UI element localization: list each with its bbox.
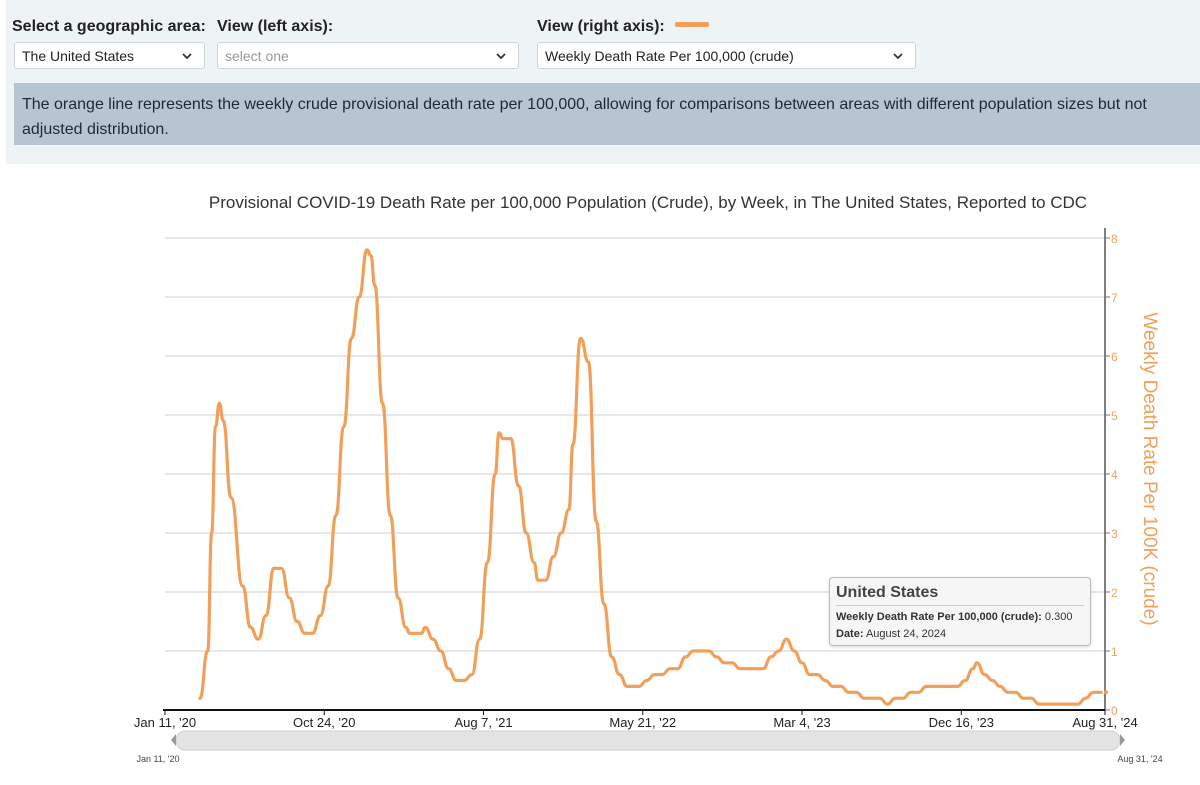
left-axis-select[interactable]: select one — [217, 42, 519, 69]
chevron-down-icon — [892, 43, 904, 79]
geo-area-value: The United States — [22, 48, 135, 64]
tooltip: United States Weekly Death Rate Per 100,… — [829, 577, 1091, 646]
y-tick-label: 8 — [1111, 232, 1118, 246]
slider-start-label: Jan 11, '20 — [136, 754, 179, 764]
y-tick-label: 1 — [1111, 645, 1118, 659]
tooltip-date-row: Date: August 24, 2024 — [836, 628, 1084, 640]
series-line-death-rate — [198, 248, 1103, 706]
right-axis-label: View (right axis): — [537, 18, 709, 36]
y-tick-label: 6 — [1111, 350, 1118, 364]
geo-area-select[interactable]: The United States — [14, 42, 205, 69]
x-tick-label: Aug 31, '24 — [1072, 715, 1137, 730]
slider-handle-right[interactable] — [1120, 734, 1125, 746]
tooltip-metric-value: 0.300 — [1044, 611, 1073, 623]
x-tick-label: May 21, '22 — [609, 715, 676, 730]
left-axis-placeholder: select one — [225, 48, 289, 64]
tooltip-metric-label: Weekly Death Rate Per 100,000 (crude): — [836, 611, 1042, 623]
x-tick-label: Dec 16, '23 — [929, 715, 994, 730]
geo-area-label: Select a geographic area: — [12, 18, 206, 35]
tooltip-metric-row: Weekly Death Rate Per 100,000 (crude): 0… — [836, 611, 1084, 623]
tooltip-date-value: August 24, 2024 — [865, 628, 947, 640]
x-tick-label: Oct 24, '20 — [293, 715, 355, 730]
tooltip-date-label: Date: — [836, 628, 864, 640]
right-axis-select[interactable]: Weekly Death Rate Per 100,000 (crude) — [537, 42, 916, 69]
hover-point-marker — [1104, 690, 1109, 695]
y-tick-label: 4 — [1111, 468, 1118, 482]
y-axis-title: Weekly Death Rate Per 100K (crude) — [1139, 312, 1160, 625]
y-tick-label: 0 — [1111, 704, 1118, 718]
x-tick-label: Jan 11, '20 — [134, 715, 196, 730]
legend-line-swatch — [674, 22, 709, 28]
y-tick-label: 5 — [1111, 409, 1118, 423]
y-tick-label: 2 — [1111, 586, 1118, 600]
y-tick-label: 3 — [1111, 527, 1118, 541]
x-tick-label: Aug 7, '21 — [454, 715, 512, 730]
left-axis-label: View (left axis): — [217, 18, 334, 35]
y-tick-label: 7 — [1111, 291, 1118, 305]
right-axis-value: Weekly Death Rate Per 100,000 (crude) — [545, 48, 794, 64]
x-tick-label: Mar 4, '23 — [773, 715, 830, 730]
info-banner: The orange line represents the weekly cr… — [14, 83, 1200, 145]
slider-handle-left[interactable] — [171, 734, 176, 746]
chevron-down-icon — [181, 43, 193, 79]
slider-track[interactable] — [175, 730, 1121, 751]
slider-end-label: Aug 31, '24 — [1117, 754, 1162, 764]
chart-title: Provisional COVID-19 Death Rate per 100,… — [208, 193, 1088, 212]
range-slider[interactable]: Jan 11, '20 Aug 31, '24 — [136, 730, 1163, 764]
tooltip-title: United States — [836, 584, 1084, 606]
controls-panel: Select a geographic area: The United Sta… — [6, 0, 1200, 164]
right-axis-label-text: View (right axis): — [537, 18, 665, 35]
chevron-down-icon — [495, 43, 507, 79]
